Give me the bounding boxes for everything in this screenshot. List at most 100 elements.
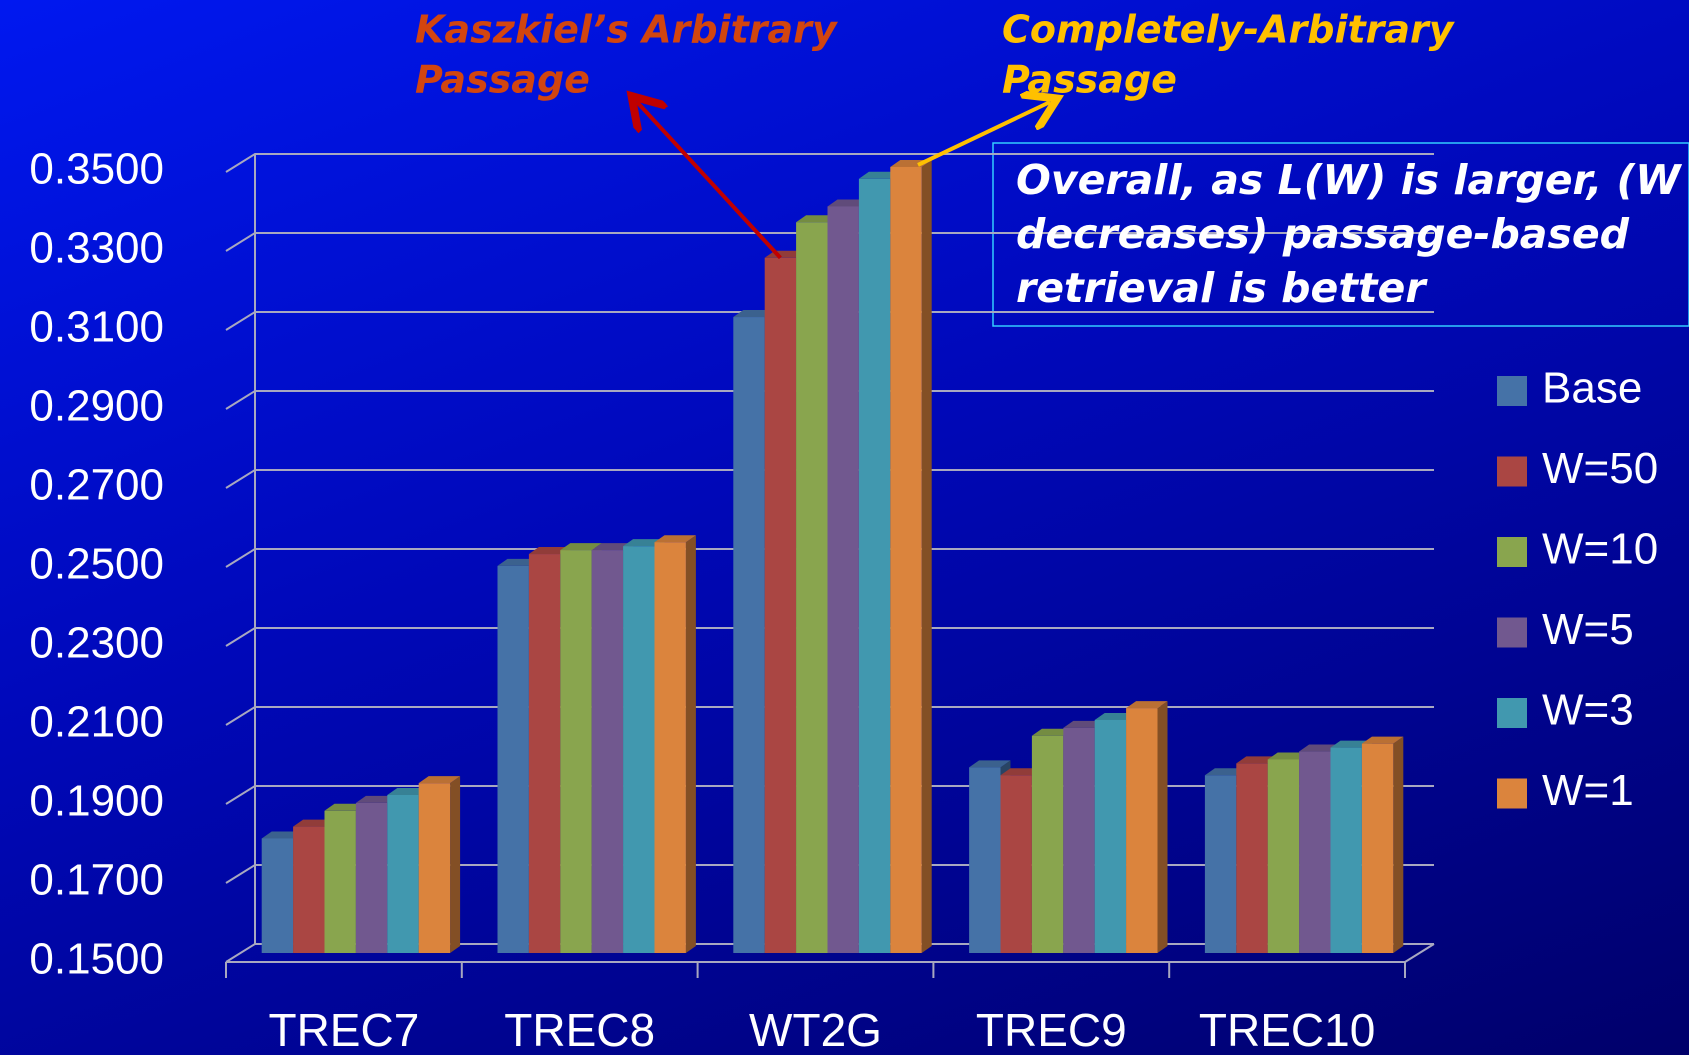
annotation: Kaszkiel’s Arbitrary (415, 8, 839, 52)
grid-line (225, 706, 1434, 726)
y-tick-label: 0.2900 (29, 382, 164, 431)
bar (1031, 735, 1064, 953)
bar-side (1157, 701, 1168, 953)
y-tick-label: 0.1900 (29, 777, 164, 826)
note-box (992, 142, 1689, 327)
bar (969, 767, 1001, 953)
legend-swatch (1497, 698, 1527, 728)
bar (355, 802, 388, 953)
x-tick-label: TREC10 (1199, 1004, 1375, 1055)
bar (293, 826, 325, 953)
bar-top (497, 558, 539, 566)
legend-swatch (1497, 537, 1527, 567)
y-tick-label: 0.2500 (29, 540, 164, 589)
bar-top (858, 171, 901, 179)
legend-swatch (1497, 456, 1527, 487)
bar-top (560, 543, 602, 551)
grid-line (225, 469, 1434, 489)
bar (1299, 751, 1331, 953)
bar-top (1000, 768, 1042, 776)
y-tick-label: 0.2100 (29, 698, 164, 747)
bar-side (921, 159, 932, 953)
bar (733, 317, 765, 953)
bar-top (261, 831, 304, 839)
bar-top (1361, 736, 1404, 744)
x-tick-label: TREC8 (504, 1004, 655, 1055)
legend-swatch (1497, 617, 1527, 648)
bar (827, 206, 859, 953)
bar (324, 810, 356, 953)
bar (528, 554, 561, 953)
bar-top (1063, 720, 1105, 728)
bar (387, 795, 419, 953)
bar (1094, 719, 1127, 953)
bar-top (1267, 752, 1310, 760)
bar-top (355, 795, 398, 803)
bar-top (733, 310, 775, 318)
bar (858, 178, 891, 954)
annotation: decreases) passage-based (1016, 210, 1630, 258)
annotation: Overall, as L(W) is larger, (W (1016, 156, 1682, 204)
bar (1267, 759, 1300, 953)
bar (1126, 708, 1158, 953)
arrow (637, 102, 782, 260)
bar (1330, 747, 1362, 953)
y-tick-label: 0.3300 (29, 224, 164, 273)
bar (418, 783, 451, 953)
bar-top (1204, 768, 1247, 776)
legend-label: Base (1542, 364, 1642, 413)
y-tick-label: 0.3500 (29, 145, 164, 194)
bar-top (1094, 712, 1137, 720)
bar-top (654, 535, 696, 543)
bar-top (1330, 740, 1372, 748)
bar-side (1393, 736, 1404, 953)
x-tick-label: TREC9 (976, 1004, 1127, 1055)
bar (591, 550, 624, 953)
bar (623, 546, 655, 953)
annotation: Completely-Arbitrary (1002, 8, 1456, 52)
arrow (917, 102, 1050, 167)
bar (1000, 775, 1032, 953)
grid-line (225, 627, 1434, 647)
bar-top (969, 760, 1011, 768)
legend-label: W=1 (1542, 766, 1634, 815)
y-tick-label: 0.3100 (29, 303, 164, 352)
bar (497, 565, 529, 953)
bar (560, 550, 592, 953)
bar (764, 257, 797, 953)
legend-swatch (1497, 778, 1527, 809)
bar-top (1031, 728, 1074, 736)
bar (654, 542, 686, 953)
y-tick-label: 0.2300 (29, 619, 164, 668)
annotation: Passage (1002, 58, 1177, 102)
floor-right (1404, 943, 1435, 963)
bar (261, 838, 294, 953)
bar-top (387, 788, 429, 795)
bar-top (623, 539, 665, 547)
bar (796, 222, 828, 953)
bar-top (528, 547, 571, 555)
annotation: Passage (415, 58, 590, 102)
x-tick-label: TREC7 (268, 1004, 419, 1055)
bar-top (1126, 701, 1168, 709)
bar (1063, 727, 1095, 953)
bar-top (796, 215, 838, 223)
y-tick-label: 0.2700 (29, 461, 164, 510)
bar-top (1236, 756, 1278, 764)
bar (1361, 743, 1394, 953)
grid-line (225, 548, 1434, 568)
annotation: retrieval is better (1016, 264, 1428, 312)
bar (890, 166, 922, 953)
grid-line (225, 390, 1434, 410)
bar (1236, 763, 1268, 953)
bar-top (1299, 744, 1341, 752)
bar-side (685, 535, 696, 953)
legend-label: W=5 (1542, 605, 1634, 654)
bar-top (324, 803, 366, 811)
y-tick-label: 0.1500 (29, 935, 164, 984)
bar-top (293, 819, 335, 827)
legend-label: W=3 (1542, 686, 1634, 735)
bar-top (591, 543, 634, 551)
y-tick-label: 0.1700 (29, 856, 164, 905)
